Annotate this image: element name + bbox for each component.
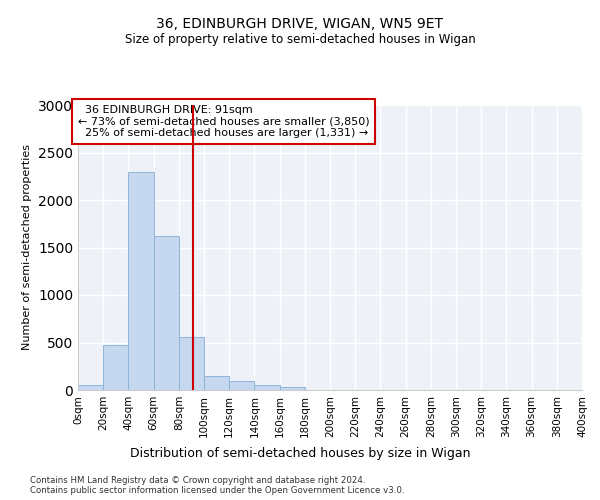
Bar — [128, 172, 154, 390]
Text: 36 EDINBURGH DRIVE: 91sqm
← 73% of semi-detached houses are smaller (3,850)
  25: 36 EDINBURGH DRIVE: 91sqm ← 73% of semi-… — [78, 105, 370, 138]
Bar — [78, 385, 103, 390]
Text: Distribution of semi-detached houses by size in Wigan: Distribution of semi-detached houses by … — [130, 448, 470, 460]
Text: 36, EDINBURGH DRIVE, WIGAN, WN5 9ET: 36, EDINBURGH DRIVE, WIGAN, WN5 9ET — [157, 18, 443, 32]
Bar — [280, 387, 305, 390]
Bar — [204, 376, 229, 390]
Bar — [179, 337, 204, 390]
Text: Contains HM Land Registry data © Crown copyright and database right 2024.
Contai: Contains HM Land Registry data © Crown c… — [30, 476, 404, 495]
Bar — [154, 236, 179, 390]
Bar — [254, 385, 280, 390]
Bar — [103, 346, 128, 390]
Text: Size of property relative to semi-detached houses in Wigan: Size of property relative to semi-detach… — [125, 32, 475, 46]
Y-axis label: Number of semi-detached properties: Number of semi-detached properties — [22, 144, 32, 350]
Bar — [229, 382, 254, 390]
